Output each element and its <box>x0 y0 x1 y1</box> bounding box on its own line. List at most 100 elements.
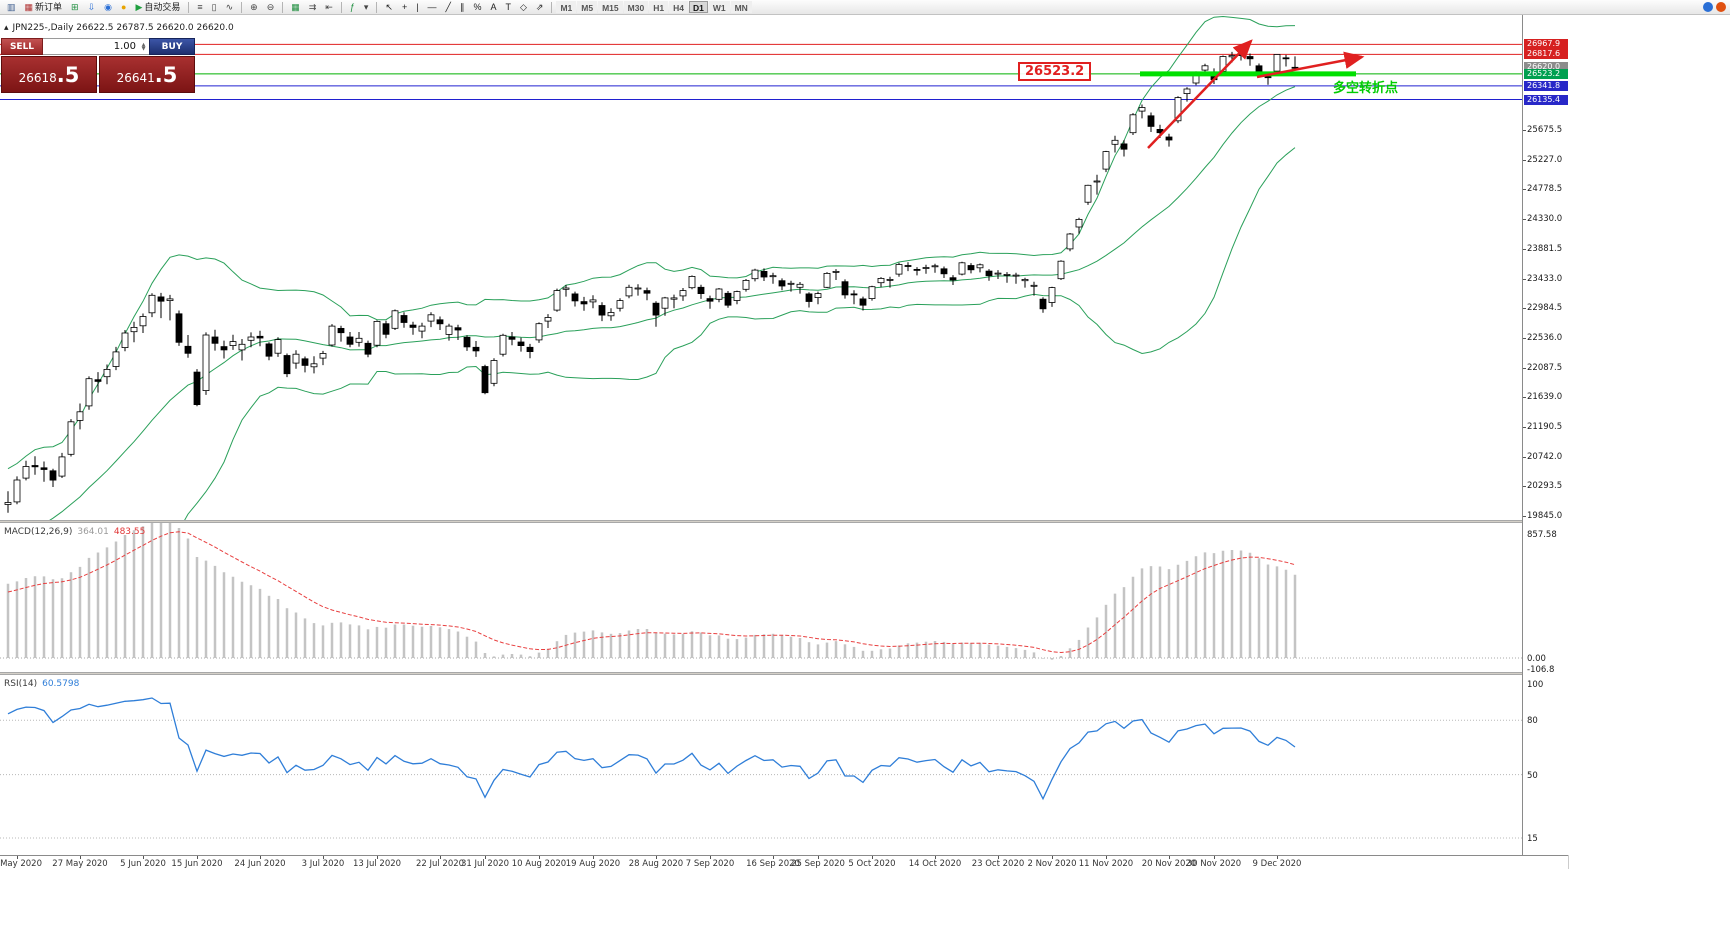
timeframe-mn[interactable]: MN <box>730 1 752 13</box>
macd-panel-canvas[interactable] <box>0 523 1522 672</box>
line-chart-icon[interactable]: ∿ <box>222 1 238 14</box>
support-price-label[interactable]: 26523.2 <box>1018 62 1092 81</box>
time-tick <box>260 856 261 859</box>
time-tick <box>143 856 144 859</box>
cursor-icon[interactable]: ↖ <box>381 1 397 14</box>
date-label: 16 Sep 2020 <box>746 859 800 869</box>
chat-icon: ● <box>121 1 127 12</box>
crosshair-icon: + <box>401 1 408 12</box>
rsi-indicator-label: RSI(14) 60.5798 <box>4 679 79 689</box>
download-icon: ⇩ <box>87 1 96 12</box>
indicators-menu-icon[interactable]: ▾ <box>360 1 373 14</box>
timeframe-m1[interactable]: M1 <box>556 1 577 13</box>
zoom-in-icon[interactable]: ⊕ <box>246 1 262 14</box>
axis-tick <box>1523 516 1526 517</box>
horizontal-line-icon[interactable]: — <box>424 1 441 14</box>
volume-value[interactable]: 1.00 <box>113 41 136 52</box>
date-label: 30 Nov 2020 <box>1186 859 1242 869</box>
stepper-down-icon[interactable]: ▼ <box>141 45 146 52</box>
metaquotes-icon[interactable] <box>1703 2 1713 12</box>
volume-field[interactable]: 1.00 ▲ ▼ <box>43 38 149 55</box>
main-chart-canvas[interactable] <box>0 15 1522 520</box>
chart-shift-icon[interactable]: ⇤ <box>321 1 337 14</box>
indicators-icon[interactable]: ƒ <box>346 1 359 14</box>
notification-icon[interactable] <box>1716 2 1726 12</box>
time-tick <box>17 856 18 859</box>
vertical-line-icon[interactable]: | <box>412 1 422 14</box>
shapes-icon[interactable]: ◇ <box>516 1 531 14</box>
bar-chart-icon[interactable]: ≡ <box>193 1 206 14</box>
timeframe-m5[interactable]: M5 <box>577 1 598 13</box>
label-icon[interactable]: T <box>502 1 516 14</box>
axis-tick-label: 21639.0 <box>1527 392 1563 403</box>
indicators-menu-icon: ▾ <box>363 1 369 12</box>
fibonacci-icon[interactable]: % <box>469 1 485 14</box>
tile-windows-icon[interactable]: ▦ <box>287 1 304 14</box>
axis-tick-label: 20293.5 <box>1527 481 1563 492</box>
open-chart-icon[interactable]: ⊞ <box>67 1 83 14</box>
axis-tick-label: 20742.0 <box>1527 451 1563 462</box>
panel-separator[interactable] <box>0 672 1568 675</box>
timeframe-m30[interactable]: M30 <box>623 1 649 13</box>
zoom-in-icon: ⊕ <box>250 1 258 12</box>
timeframe-d1[interactable]: D1 <box>688 1 708 13</box>
vertical-line-icon: | <box>416 1 419 12</box>
timeframe-h4[interactable]: H4 <box>669 1 688 13</box>
volume-stepper[interactable]: ▲ ▼ <box>138 41 149 52</box>
price-tag: 26817.6 <box>1524 49 1568 60</box>
chart-window: ▴ JPN225-,Daily 26622.5 26787.5 26620.0 … <box>0 15 1569 870</box>
one-click-collapse-icon[interactable]: ▴ <box>4 23 9 33</box>
date-label: 3 Jul 2020 <box>301 859 345 869</box>
new-order-button[interactable]: ▦ 新订单 <box>21 1 67 14</box>
panel-separator[interactable] <box>0 520 1568 523</box>
turning-point-label[interactable]: 多空转折点 <box>1333 81 1399 96</box>
channel-icon: ∥ <box>459 1 465 12</box>
text-icon[interactable]: A <box>486 1 500 14</box>
stepper-up-icon[interactable]: ▲ <box>141 41 146 48</box>
axis-tick <box>1523 279 1526 280</box>
toolbar-separator <box>241 1 243 13</box>
rsi-panel-canvas[interactable] <box>0 675 1522 855</box>
timeframe-w1[interactable]: W1 <box>708 1 730 13</box>
time-tick <box>80 856 81 859</box>
timeframe-h1[interactable]: H1 <box>649 1 669 13</box>
buy-button[interactable]: BUY <box>149 38 195 55</box>
axis-tick-label: 24330.0 <box>1527 214 1563 225</box>
date-label: 19 Aug 2020 <box>565 859 621 869</box>
sell-button[interactable]: SELL <box>1 38 43 55</box>
auto-scroll-icon[interactable]: ⇉ <box>305 1 321 14</box>
zoom-out-icon[interactable]: ⊖ <box>263 1 279 14</box>
macd-main-value: 364.01 <box>77 527 109 537</box>
auto-trading-button[interactable]: ▶ 自动交易 <box>131 1 184 14</box>
time-tick <box>1277 856 1278 859</box>
candlestick-chart-icon[interactable]: ▯ <box>208 1 221 14</box>
date-label: 23 Oct 2020 <box>971 859 1025 869</box>
ask-price-box[interactable]: 26641.5 <box>99 56 195 93</box>
indicators-icon: ƒ <box>349 1 355 12</box>
time-tick <box>998 856 999 859</box>
bid-price-box[interactable]: 26618.5 <box>1 56 97 93</box>
crosshair-icon[interactable]: + <box>398 1 411 14</box>
price-tag: 26967.9 <box>1524 39 1568 50</box>
toolbar-separator <box>282 1 284 13</box>
price-scale[interactable]: 25675.5 25227.0 24778.5 24330.0 23881.5 23433… <box>1522 15 1569 855</box>
time-tick <box>323 856 324 859</box>
price-tag: 26135.4 <box>1524 94 1568 105</box>
time-scale[interactable]: 8 May 2020 27 May 2020 5 Jun 2020 15 Jun 20… <box>0 855 1568 870</box>
chat-icon[interactable]: ● <box>117 1 130 14</box>
trendline-icon[interactable]: ╱ <box>442 1 455 14</box>
time-tick <box>1052 856 1053 859</box>
axis-tick <box>1523 368 1526 369</box>
channel-icon[interactable]: ∥ <box>456 1 469 14</box>
arrows-icon[interactable]: ⇗ <box>532 1 548 14</box>
axis-tick <box>1523 189 1526 190</box>
time-tick <box>539 856 540 859</box>
timeframe-m15[interactable]: M15 <box>598 1 623 13</box>
community-icon[interactable]: ◉ <box>100 1 116 14</box>
download-icon[interactable]: ⇩ <box>84 1 100 14</box>
date-label: 5 Jun 2020 <box>120 859 166 869</box>
fibonacci-icon: % <box>473 1 482 12</box>
time-tick <box>1169 856 1170 859</box>
time-tick <box>935 856 936 859</box>
chart-icon[interactable]: ▥ <box>3 1 20 14</box>
